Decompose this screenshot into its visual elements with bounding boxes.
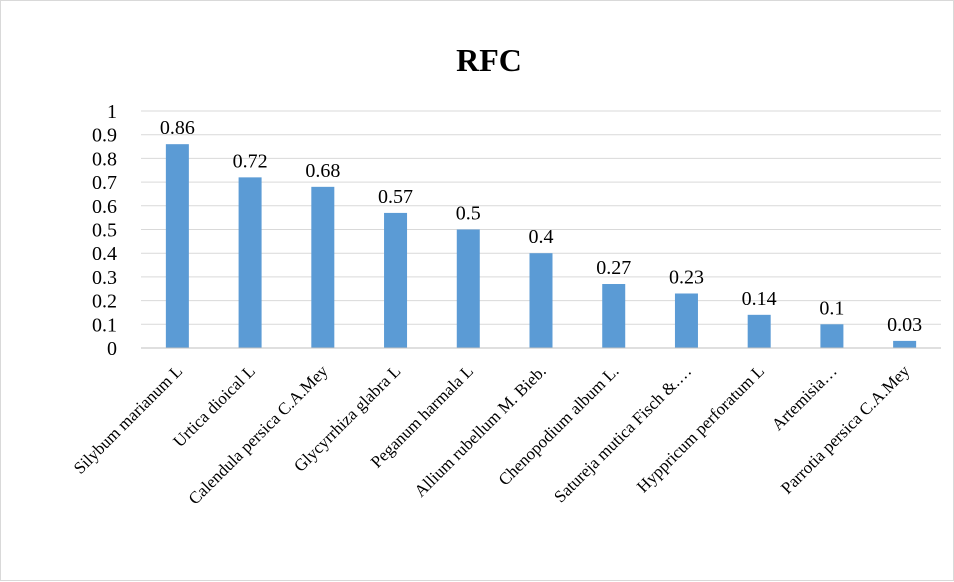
x-category-label: Calendula persica C.A.Mey xyxy=(185,361,332,508)
bar xyxy=(674,293,698,348)
x-category-label: Chenopodium album L. xyxy=(495,361,623,489)
y-tick-label: 0.3 xyxy=(92,267,117,289)
x-category-label: Artemisia… xyxy=(768,361,841,434)
data-label: 0.5 xyxy=(456,203,481,225)
data-label: 0.14 xyxy=(742,288,777,310)
x-category-label: Satureja mutica Fisch &.… xyxy=(550,361,695,506)
y-tick-label: 0.9 xyxy=(92,125,117,147)
y-tick-label: 0.8 xyxy=(92,148,117,170)
data-label: 0.86 xyxy=(160,117,195,139)
y-tick-label: 1 xyxy=(107,101,117,123)
y-tick-label: 0.5 xyxy=(92,220,117,242)
y-tick-label: 0.7 xyxy=(92,172,117,194)
bar xyxy=(747,314,771,348)
chart-title: RFC xyxy=(456,42,522,78)
data-labels: 0.86 0.72 0.68 0.57 0.5 0.4 0.27 0.23 0.14 0.1 0.0… xyxy=(160,117,922,336)
bar xyxy=(311,186,335,348)
y-tick-label: 0.1 xyxy=(92,314,117,336)
data-label: 0.27 xyxy=(596,257,631,279)
x-category-label: Allium rubellum M. Bieb. xyxy=(411,361,550,500)
data-label: 0.03 xyxy=(887,314,922,336)
gridlines xyxy=(141,110,941,325)
data-label: 0.1 xyxy=(819,297,844,319)
bar xyxy=(602,284,626,348)
bars xyxy=(165,144,917,348)
data-label: 0.23 xyxy=(669,266,704,288)
data-label: 0.72 xyxy=(233,150,268,172)
bar xyxy=(238,177,262,348)
y-axis-tick-labels: 00.10.20.30.40.50.60.70.80.91 xyxy=(92,101,117,360)
x-category-label: Hyppricum perforatum L xyxy=(633,361,768,496)
x-category-label: Silybum marianum L xyxy=(70,361,186,477)
data-label: 0.4 xyxy=(529,226,554,248)
bar xyxy=(165,144,189,348)
bar xyxy=(456,229,480,348)
y-tick-label: 0 xyxy=(107,338,117,360)
y-tick-label: 0.4 xyxy=(92,243,117,265)
bar xyxy=(820,324,844,348)
bar xyxy=(529,253,553,348)
bar xyxy=(893,340,917,348)
y-tick-label: 0.6 xyxy=(92,196,117,218)
data-label: 0.57 xyxy=(378,186,413,208)
y-tick-label: 0.2 xyxy=(92,291,117,313)
x-category-label: Parrotia persica C.A.Mey xyxy=(777,361,914,498)
bar xyxy=(384,212,408,348)
data-label: 0.68 xyxy=(305,160,340,182)
